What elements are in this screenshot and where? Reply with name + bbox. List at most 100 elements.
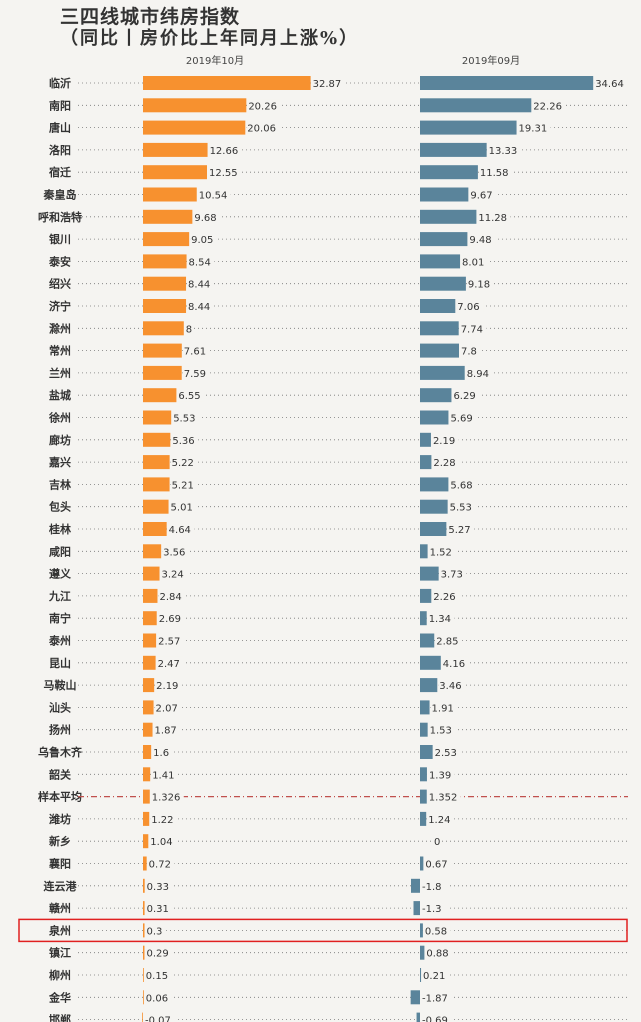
data-label-sep: 0.88 [426,949,448,960]
data-label-bg [177,389,205,402]
bar-sep [420,499,448,514]
data-label-bg [151,768,178,781]
data-label-bg [478,166,512,179]
category-label: 泰州 [48,634,71,648]
data-label-bg [449,411,477,424]
bar-sep [420,98,532,113]
bar-oct [143,722,153,737]
data-label-bg [170,478,198,491]
bar-sep [420,811,427,826]
category-label: 廊坊 [49,433,71,447]
data-label-bg [448,500,476,513]
data-label-sep: 1.52 [430,547,452,558]
bar-sep [420,165,478,180]
data-label-sep: 1.53 [430,726,452,737]
bar-sep [420,745,433,759]
data-label-bg [152,746,173,758]
bar-sep [420,522,447,536]
bar-sep [420,544,428,559]
data-label-oct: 20.06 [247,124,276,135]
data-label-oct: 7.59 [184,369,206,380]
category-label: 盐城 [49,388,71,402]
data-label-bg [456,300,484,312]
bar-oct [143,455,170,470]
bar-sep [420,767,427,782]
data-label-oct: 0.33 [147,882,169,893]
data-label-oct: 20.26 [248,101,277,112]
category-label: 遵义 [49,567,72,581]
bar-oct [143,165,208,180]
bar-oct [143,410,172,425]
bar-sep [420,789,427,804]
bar-oct [143,120,246,135]
bar-sep [420,856,424,871]
bar-oct [143,745,152,759]
data-label-oct: 0.72 [149,860,171,871]
chart-title: 三四线城市纬房指数 [60,6,241,28]
data-label-sep: 0.67 [425,860,447,871]
data-label-oct: 9.05 [191,235,213,246]
data-label-sep: 2.26 [433,592,455,603]
data-label-oct: 1.22 [151,815,173,826]
bar-oct [143,365,182,380]
data-label-bg [170,456,198,469]
bar-oct [143,522,167,536]
data-label-bg [157,612,185,625]
bar-oct [143,321,184,336]
data-label-sep: 1.352 [429,793,458,804]
category-label: 金华 [48,990,71,1004]
bar-oct [143,432,171,447]
data-label-oct: 8.44 [188,280,210,291]
category-label: 呼和浩特 [38,210,82,224]
bar-sep [420,76,594,90]
bar-oct [143,477,170,492]
category-label: 济宁 [49,299,71,313]
data-label-sep: 9.48 [469,235,491,246]
data-label-oct: 1.326 [152,793,181,804]
bar-sep [420,410,449,425]
bar-oct [143,544,162,559]
bar-sep [420,321,459,336]
category-label: 宿迁 [49,165,71,179]
category-label: 洛阳 [49,143,71,157]
bar-oct [142,1012,143,1022]
data-label-bg [153,723,181,736]
data-label-bg [193,210,221,223]
data-label-bg [171,433,199,446]
data-label-bg [149,835,177,848]
data-label-bg [435,634,463,647]
bar-oct [143,878,145,893]
bar-oct [143,388,177,403]
data-label-oct: 6.55 [178,391,200,402]
category-label: 柳州 [49,968,71,982]
series-header-oct: 2019年10月 [186,54,244,67]
data-label-sep: 8.94 [467,369,489,380]
data-label-bg [145,902,173,915]
data-label-oct: 2.47 [158,659,180,670]
data-label-bg [167,523,195,535]
bar-oct [143,232,190,247]
data-label-bg [477,210,511,223]
data-label-bg [422,969,449,981]
category-label: 秦皇岛 [43,188,77,202]
bar-oct [143,700,154,715]
data-label-oct: 2.19 [156,681,178,692]
data-label-oct: 5.01 [171,503,193,514]
data-label-bg [421,879,448,892]
category-label: 徐州 [48,411,71,425]
data-label-sep: 7.74 [461,324,483,335]
data-label-bg [247,99,281,112]
data-label-bg [428,723,456,736]
data-label-bg [421,1013,454,1022]
category-label: 包头 [48,500,71,514]
category-label: 邯郸 [49,1013,71,1022]
bar-sep [420,343,459,358]
bar-oct [143,588,158,603]
category-label: 马鞍山 [44,678,77,692]
data-label-bg [311,77,345,89]
data-label-bg [144,969,172,981]
data-label-oct: 1.6 [153,748,169,759]
bar-sep [416,1012,420,1022]
